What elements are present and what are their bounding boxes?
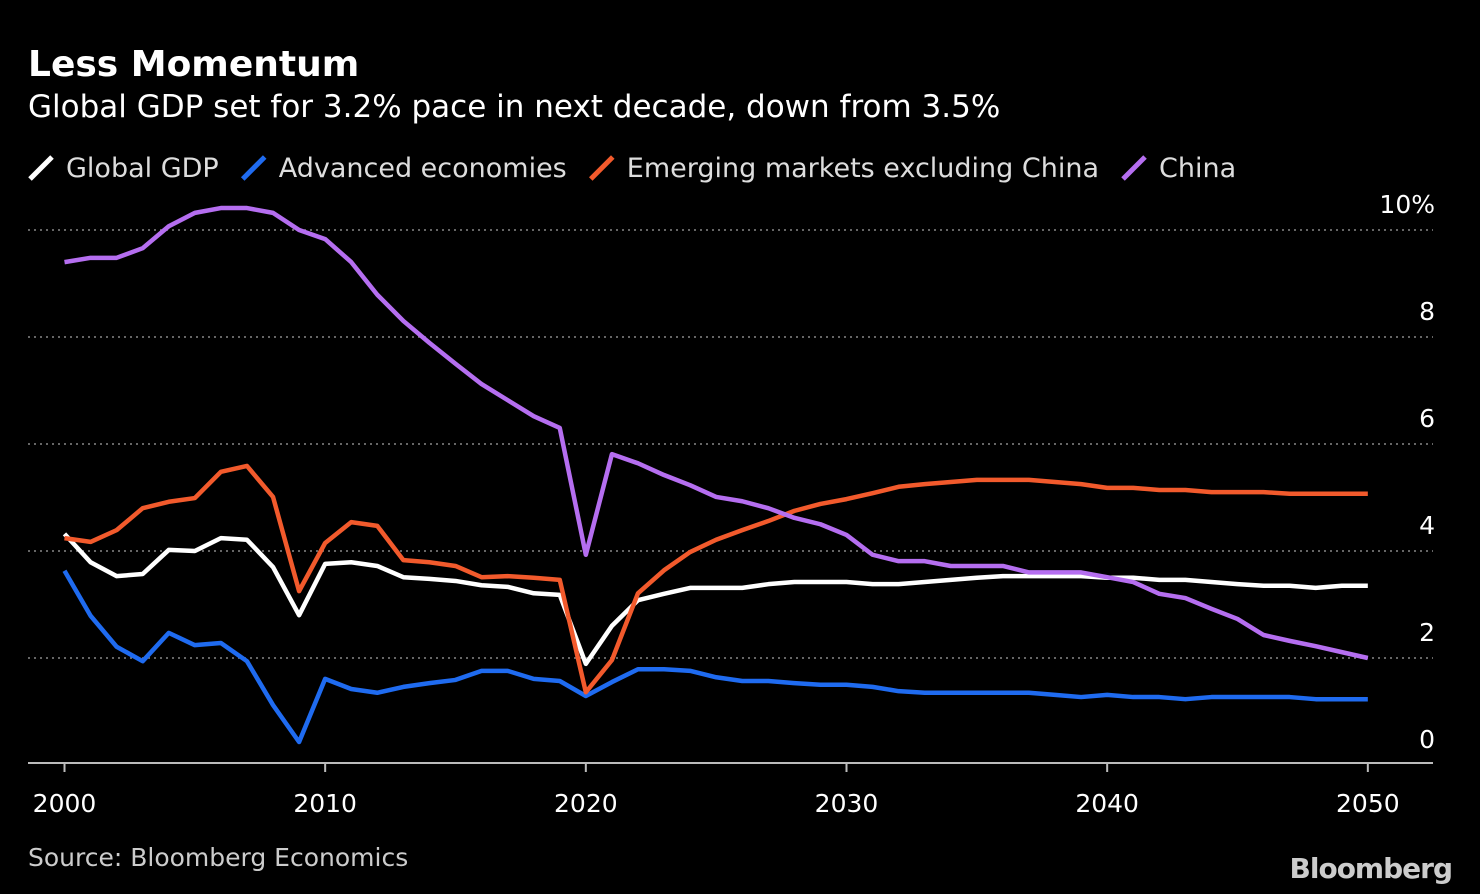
legend-marker <box>240 155 267 181</box>
series-line <box>64 205 1369 661</box>
legend-label: China <box>1159 153 1236 184</box>
y-tick-label: 8 <box>1419 297 1435 326</box>
legend-marker <box>28 155 54 181</box>
series-line <box>62 532 1368 667</box>
y-tick-label: 0 <box>1419 725 1435 754</box>
brand-logo: Bloomberg <box>1290 852 1452 885</box>
y-tick-label: 4 <box>1419 511 1435 540</box>
series-line <box>62 569 1368 745</box>
y-tick-label: 10% <box>1379 190 1435 219</box>
legend-label: Global GDP <box>66 153 219 184</box>
x-tick-label: 2050 <box>1336 789 1400 818</box>
chart-subtitle: Global GDP set for 3.2% pace in next dec… <box>28 89 1000 125</box>
chart-title: Less Momentum <box>28 44 359 85</box>
x-tick-label: 2030 <box>815 789 879 818</box>
x-tick-label: 2000 <box>33 789 97 818</box>
legend-marker <box>1121 155 1147 181</box>
legend: Global GDP Advanced economies Emerging mar… <box>28 153 1236 184</box>
legend-marker <box>588 155 615 181</box>
x-tick-label: 2040 <box>1075 789 1139 818</box>
source-note: Source: Bloomberg Economics <box>28 843 408 872</box>
x-tick-label: 2010 <box>293 789 357 818</box>
y-tick-label: 6 <box>1419 404 1435 433</box>
series-line <box>64 463 1368 695</box>
legend-label: Emerging markets excluding China <box>627 153 1099 184</box>
x-tick-label: 2020 <box>554 789 618 818</box>
legend-label: Advanced economies <box>279 153 567 184</box>
y-tick-label: 2 <box>1419 618 1435 647</box>
